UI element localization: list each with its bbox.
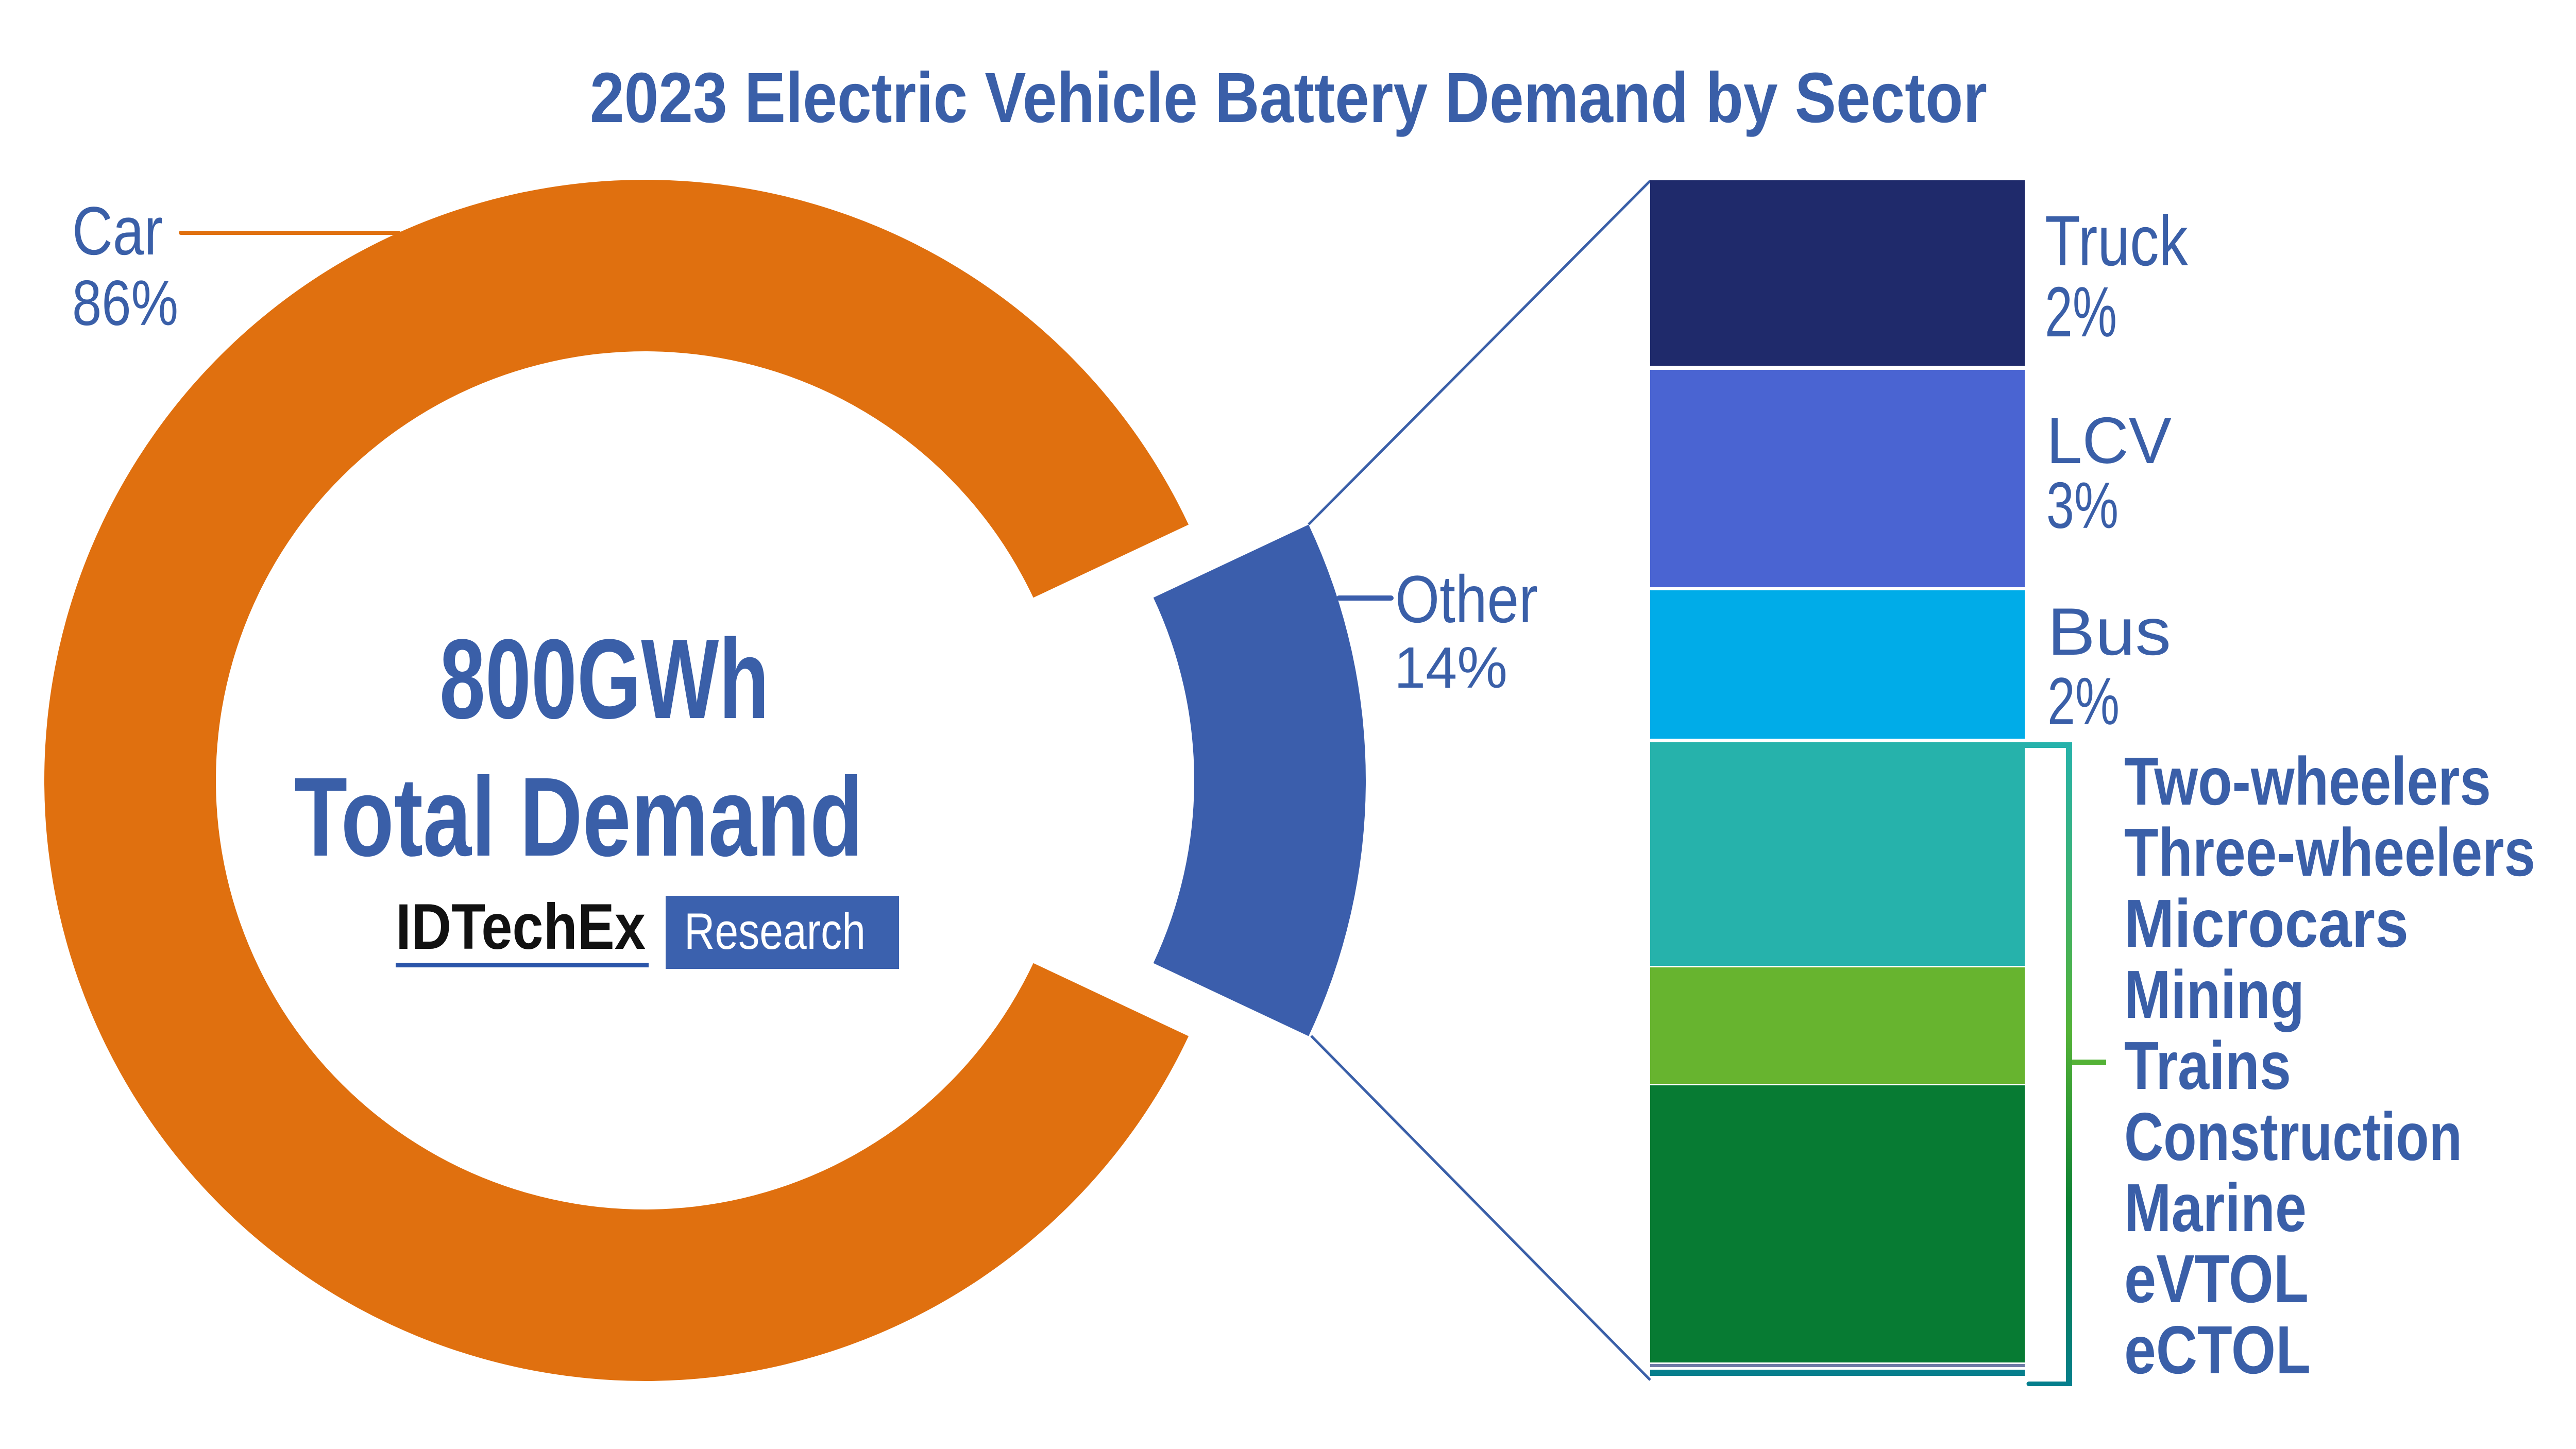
svg-text:eVTOL: eVTOL [2124, 1241, 2309, 1317]
svg-text:IDTechEx: IDTechEx [396, 891, 646, 963]
svg-text:Trains: Trains [2124, 1028, 2291, 1103]
svg-text:Mining: Mining [2124, 957, 2304, 1032]
svg-text:800GWh: 800GWh [439, 616, 769, 742]
svg-text:Other: Other [1395, 561, 1538, 637]
svg-text:86%: 86% [72, 268, 178, 339]
svg-text:Construction: Construction [2124, 1099, 2462, 1174]
svg-text:Microcars: Microcars [2124, 885, 2409, 961]
svg-text:14%: 14% [1394, 635, 1507, 700]
svg-text:2%: 2% [2047, 663, 2120, 739]
svg-text:LCV: LCV [2046, 404, 2172, 477]
svg-text:Three-wheelers: Three-wheelers [2124, 814, 2535, 890]
svg-text:Bus: Bus [2047, 594, 2171, 669]
svg-text:Two-wheelers: Two-wheelers [2124, 743, 2491, 819]
svg-text:eCTOL: eCTOL [2124, 1312, 2311, 1388]
svg-text:Truck: Truck [2045, 201, 2189, 281]
svg-text:Marine: Marine [2124, 1170, 2307, 1246]
svg-text:Research: Research [684, 902, 866, 960]
svg-text:Car: Car [72, 193, 163, 269]
svg-text:2%: 2% [2045, 272, 2117, 352]
svg-text:3%: 3% [2046, 469, 2119, 542]
svg-text:Total Demand: Total Demand [294, 755, 863, 880]
svg-text:2023 Electric Vehicle Battery: 2023 Electric Vehicle Battery Demand by … [590, 58, 1987, 138]
